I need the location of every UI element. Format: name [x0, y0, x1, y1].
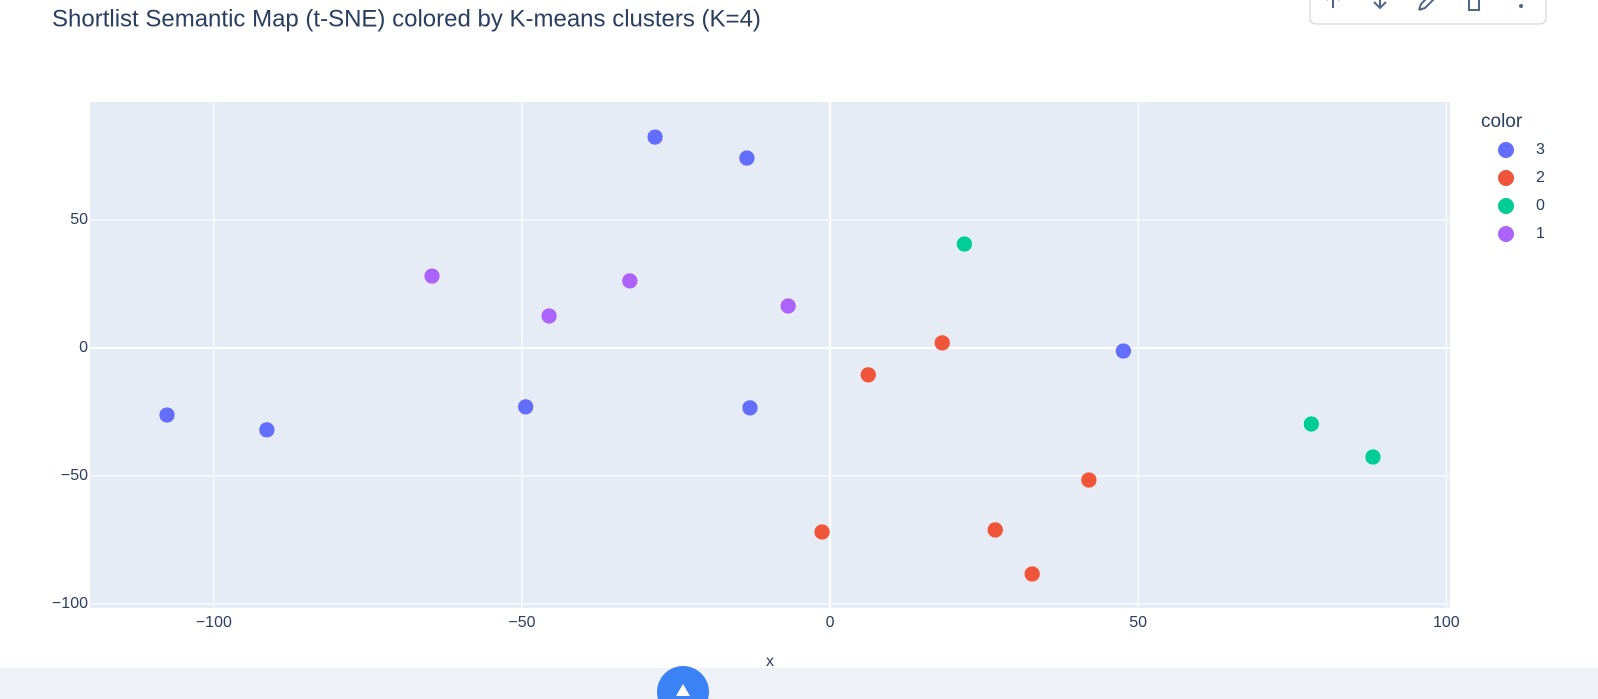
- point: [517, 398, 534, 416]
- modebar-icon[interactable]: [1467, 0, 1481, 11]
- x-tick-label: 50: [1129, 614, 1147, 631]
- x-tick-label: 0: [826, 614, 835, 631]
- legend: 3 2 0 1: [1498, 141, 1545, 242]
- legend-label: 1: [1536, 225, 1545, 242]
- legend-marker: [1498, 198, 1514, 214]
- y-tick-label: −100: [52, 595, 88, 612]
- point: [738, 149, 756, 167]
- point: [1023, 565, 1041, 583]
- point: [779, 297, 797, 315]
- floating-button[interactable]: [657, 666, 709, 699]
- y-tick-label: −50: [61, 467, 88, 484]
- point: [423, 267, 441, 285]
- point: [956, 235, 973, 253]
- x-tick-label: −50: [508, 614, 535, 631]
- point: [933, 334, 951, 352]
- button-icon: [676, 684, 690, 696]
- points: [158, 128, 1382, 583]
- point: [158, 406, 176, 424]
- point: [621, 272, 639, 290]
- x-tick-label: 100: [1433, 614, 1460, 631]
- modebar-icon[interactable]: [1519, 4, 1523, 8]
- point: [741, 399, 759, 417]
- point: [813, 523, 831, 541]
- point: [860, 366, 877, 384]
- y-tick-label: 0: [79, 339, 88, 356]
- point: [1115, 342, 1132, 360]
- chart-title: Shortlist Semantic Map (t-SNE) colored b…: [52, 5, 761, 32]
- point: [540, 307, 558, 325]
- point: [1303, 415, 1320, 433]
- modebar-icon[interactable]: [1373, 0, 1387, 10]
- point: [258, 421, 276, 439]
- legend-marker: [1498, 142, 1514, 158]
- legend-title: color: [1481, 111, 1523, 132]
- y-tick-label: 50: [70, 211, 88, 228]
- point: [646, 128, 664, 146]
- modebar-icon[interactable]: [1418, 0, 1436, 11]
- grid: [90, 102, 1450, 608]
- modebar-box: [1309, 0, 1547, 25]
- legend-marker: [1498, 170, 1514, 186]
- legend-label: 3: [1536, 141, 1545, 158]
- legend-label: 2: [1536, 169, 1545, 186]
- x-axis-title: x: [766, 653, 774, 670]
- plot-area: [90, 102, 1450, 608]
- legend-marker: [1498, 226, 1514, 242]
- modebar: [1309, 0, 1547, 25]
- bottom-bar: [0, 668, 1598, 699]
- legend-label: 0: [1536, 197, 1545, 214]
- point: [1080, 471, 1098, 489]
- point: [1364, 448, 1382, 466]
- point: [986, 521, 1004, 539]
- modebar-icon[interactable]: [1327, 0, 1339, 8]
- x-tick-label: −100: [196, 614, 232, 631]
